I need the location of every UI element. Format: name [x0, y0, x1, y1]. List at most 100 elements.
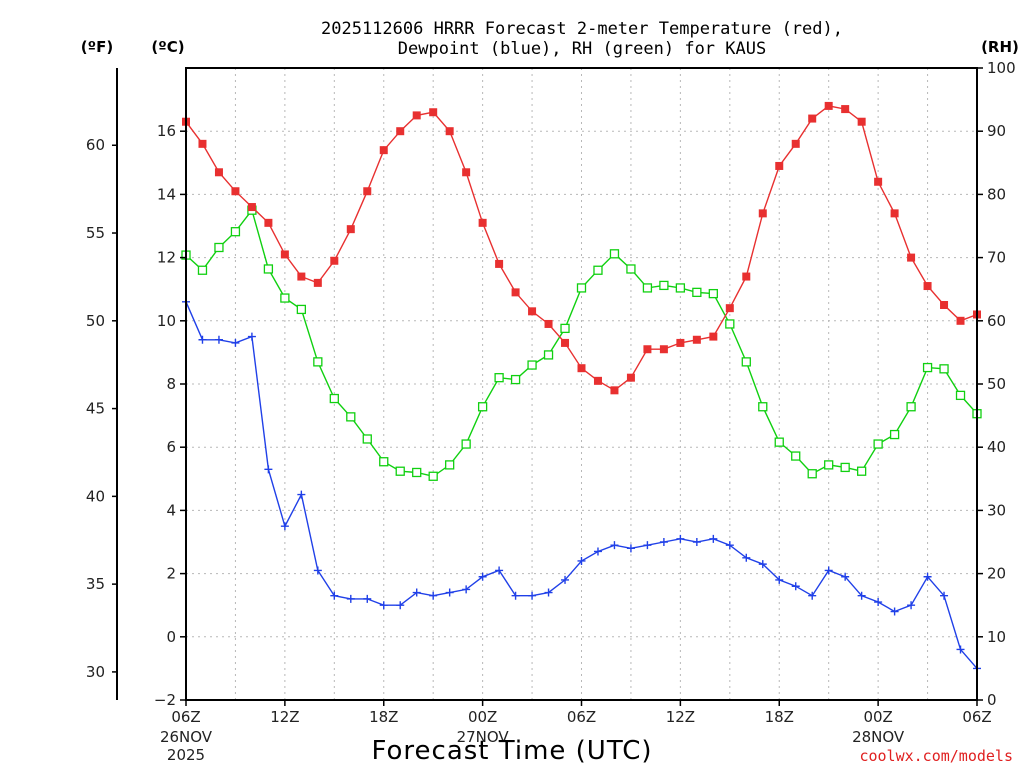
dewpoint-point — [363, 594, 372, 603]
temperature-point — [841, 105, 850, 114]
temperature-point — [544, 319, 553, 328]
temperature-point — [214, 168, 223, 177]
dewpoint-point — [495, 566, 504, 575]
chart-title-line1: 2025112606 HRRR Forecast 2-meter Tempera… — [321, 19, 843, 39]
temperature-point — [462, 168, 471, 177]
rh-point — [263, 264, 274, 274]
rh-point — [362, 434, 372, 444]
rh-point — [807, 469, 817, 479]
rh-point — [510, 374, 521, 385]
rh-tick-label: 80 — [987, 185, 1006, 203]
x-tick-label: 12Z — [666, 708, 695, 726]
x-tick-label: 00Z — [863, 708, 892, 726]
dewpoint-point — [561, 575, 570, 584]
dewpoint-point — [841, 572, 850, 581]
date-label: 26NOV — [160, 728, 213, 746]
temperature-point — [561, 338, 570, 347]
fahrenheit-tick-label: 60 — [86, 136, 105, 154]
rh-point — [939, 364, 949, 374]
dewpoint-point — [445, 588, 454, 597]
rh-tick-label: 20 — [987, 565, 1006, 583]
fahrenheit-tick-label: 40 — [86, 487, 105, 505]
dewpoint-point — [429, 591, 438, 600]
fahrenheit-tick-label: 50 — [86, 312, 105, 330]
dewpoint-point — [824, 566, 833, 575]
rh-tick-label: 10 — [987, 628, 1006, 646]
rh-point — [824, 460, 834, 470]
dewpoint-point — [610, 541, 619, 550]
dewpoint-point — [593, 547, 602, 556]
temperature-point — [940, 301, 949, 309]
temperature-point — [198, 139, 207, 148]
rh-point — [280, 293, 290, 303]
rh-point — [477, 402, 488, 412]
grid-lines — [186, 68, 977, 700]
chart-title-line2: Dewpoint (blue), RH (green) for KAUS — [398, 39, 766, 59]
tick-labels: −2 0 2 4 6 8 10 12 14 16 0 10 20 30 40 50 60 70 80 90 100 30 3… — [86, 59, 1016, 764]
temperature-point — [231, 187, 240, 196]
temperature-point — [791, 139, 800, 148]
temperature-point — [280, 250, 289, 259]
rh-point — [296, 304, 307, 315]
rh-point — [741, 357, 751, 367]
rh-tick-label: 40 — [987, 438, 1006, 456]
dewpoint-point — [462, 585, 471, 594]
x-tick-label: 06Z — [171, 708, 200, 726]
temperature-point — [808, 114, 817, 123]
temperature-series — [182, 101, 981, 395]
temperature-point — [956, 316, 965, 325]
temperature-point — [874, 177, 883, 186]
celsius-tick-label: 6 — [166, 438, 176, 456]
dewpoint-point — [544, 588, 553, 597]
dewpoint-point — [577, 556, 586, 565]
date-label: 28NOV — [852, 728, 905, 746]
dewpoint-point — [676, 534, 685, 543]
temperature-point — [643, 345, 652, 354]
rh-point — [873, 439, 883, 449]
celsius-tick-label: 0 — [166, 628, 176, 646]
dewpoint-point — [231, 338, 240, 347]
dewpoint-point — [280, 522, 289, 531]
x-tick-label: 06Z — [962, 708, 991, 726]
celsius-tick-label: 2 — [166, 565, 176, 583]
rh-point — [675, 283, 686, 293]
rh-series — [181, 205, 982, 481]
celsius-tick-label: 10 — [157, 312, 176, 330]
x-tick-label: 18Z — [369, 708, 398, 726]
rh-tick-label: 50 — [987, 375, 1006, 393]
rh-point — [708, 288, 718, 299]
rh-point — [626, 264, 636, 274]
dewpoint-point — [643, 541, 652, 550]
dewpoint-point — [478, 572, 487, 581]
rh-point — [840, 462, 850, 473]
temperature-point — [659, 345, 668, 354]
temperature-point — [626, 373, 635, 382]
rh-point — [214, 242, 224, 253]
dewpoint-point — [297, 490, 306, 499]
dewpoint-point — [907, 601, 916, 610]
temperature-point — [528, 307, 537, 316]
rh-point — [461, 439, 471, 449]
temperature-point — [429, 108, 438, 117]
temperature-point — [346, 225, 355, 234]
credit-label: coolwx.com/models — [859, 747, 1013, 765]
temperature-point — [709, 332, 718, 341]
rh-point — [791, 451, 801, 461]
temperature-point — [758, 209, 767, 218]
temperature-point — [313, 278, 322, 287]
fahrenheit-tick-label: 55 — [86, 224, 105, 242]
rh-point — [379, 457, 389, 467]
axes — [112, 67, 983, 706]
temperature-point — [511, 288, 520, 297]
rh-point — [889, 429, 900, 440]
temperature-point — [593, 376, 602, 385]
x-tick-label: 18Z — [765, 708, 794, 726]
rh-line — [185, 208, 978, 478]
rh-point — [593, 265, 603, 275]
rh-tick-label: 90 — [987, 122, 1006, 140]
rh-point — [725, 319, 735, 329]
dewpoint-point — [330, 591, 339, 600]
rh-point — [659, 280, 669, 291]
temperature-point — [923, 282, 932, 291]
